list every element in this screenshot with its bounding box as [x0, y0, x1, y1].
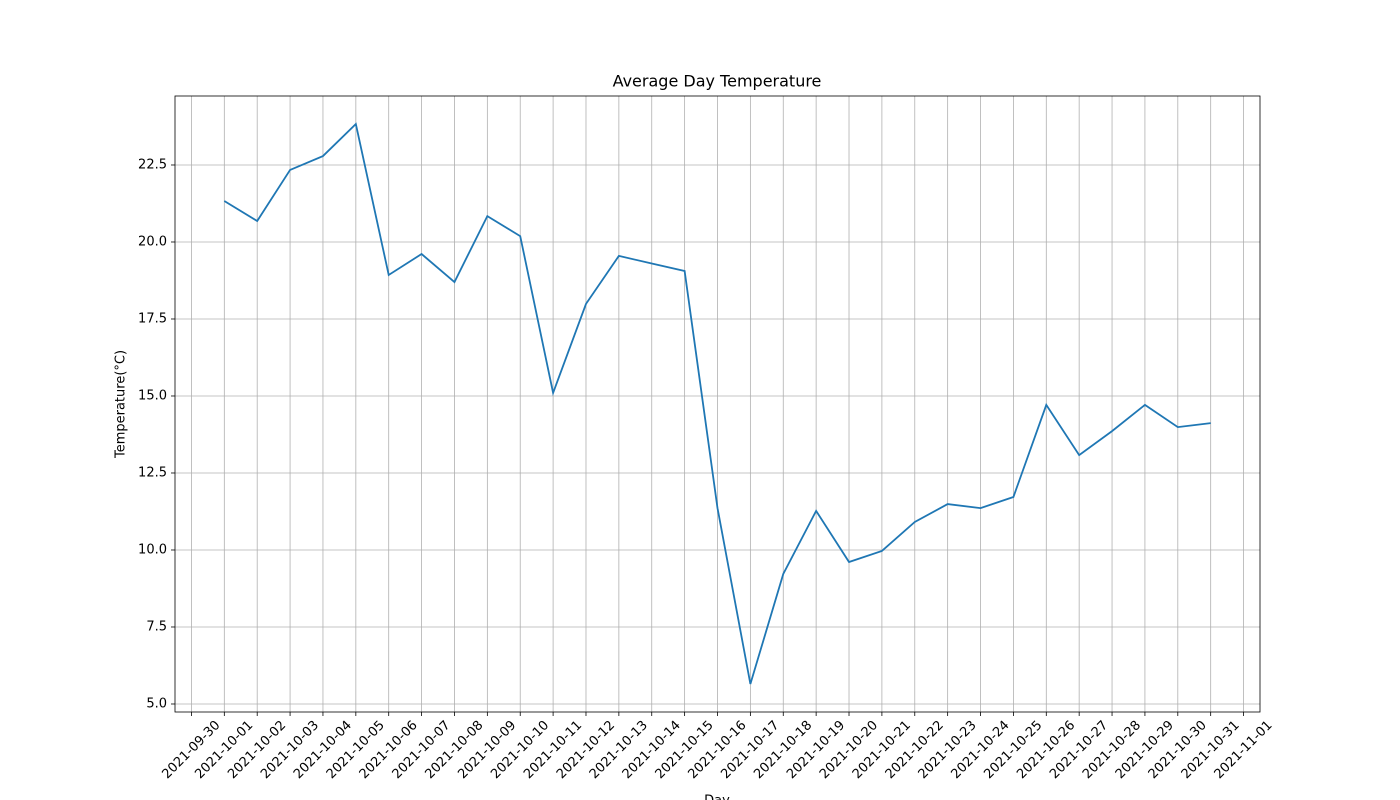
y-tick-label: 17.5 — [138, 311, 167, 326]
y-axis-label: Temperature(°C) — [114, 350, 129, 459]
y-tick-label: 5.0 — [146, 696, 167, 711]
data-line — [223, 122, 1211, 685]
y-tick-label: 20.0 — [138, 234, 167, 249]
y-tick-label: 10.0 — [138, 542, 167, 557]
plot-frame — [174, 95, 1261, 713]
y-tick-label: 12.5 — [138, 465, 167, 480]
y-tick-label: 7.5 — [146, 619, 167, 634]
y-tick-label: 22.5 — [138, 157, 167, 172]
chart-title: Average Day Temperature — [613, 72, 822, 91]
x-axis-label: Day — [704, 794, 730, 800]
y-tick-label: 15.0 — [138, 388, 167, 403]
